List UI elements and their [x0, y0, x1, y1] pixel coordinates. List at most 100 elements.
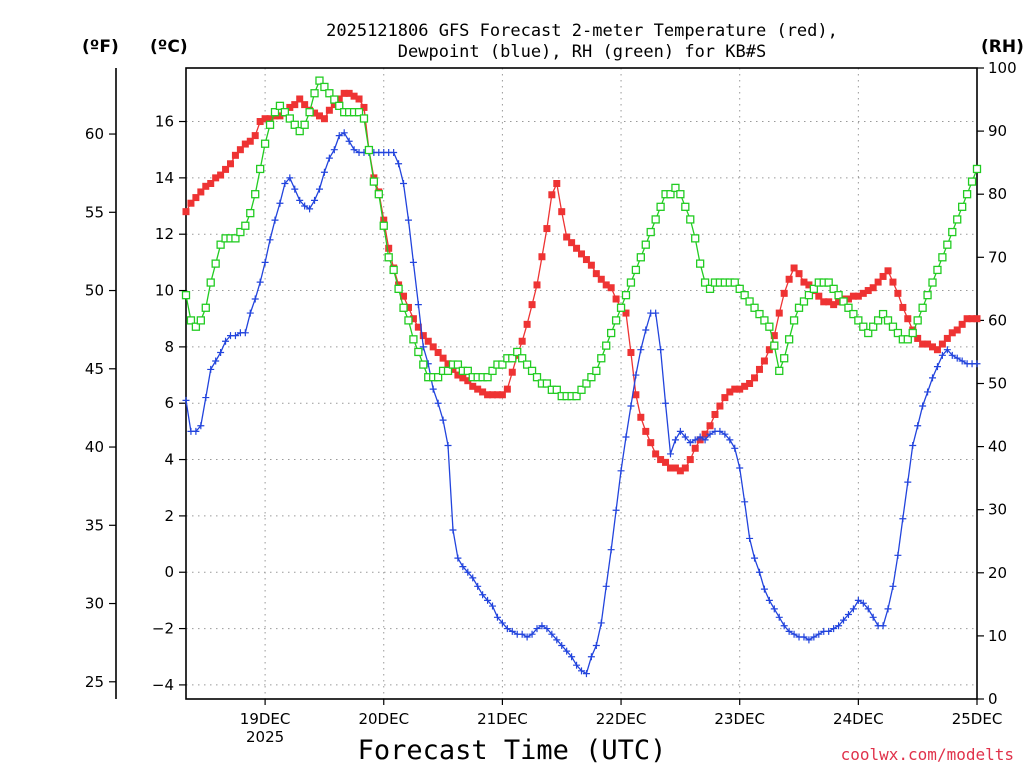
dewpoint-point	[251, 295, 259, 303]
rh-point	[824, 278, 833, 287]
dewpoint-point	[256, 278, 264, 286]
rh-point	[587, 373, 596, 382]
temperature-point	[301, 101, 309, 109]
chart-title-line-2: Dewpoint (blue), RH (green) for KB#S	[398, 42, 766, 62]
temperature-point	[597, 275, 605, 283]
temperature-point	[330, 101, 338, 109]
rh-tick-label: 10	[988, 627, 1007, 645]
temperature-point	[187, 199, 195, 207]
celsius-tick-label: 4	[164, 451, 174, 469]
temperature-point	[335, 95, 343, 103]
temperature-point	[207, 179, 215, 187]
rh-point	[275, 101, 285, 111]
dewpoint-point	[671, 436, 679, 444]
dewpoint-point	[706, 430, 714, 438]
celsius-tick-label: 10	[155, 282, 174, 300]
rh-point	[611, 316, 621, 325]
fahrenheit-tick-label: 55	[85, 203, 104, 221]
rh-point	[394, 284, 403, 294]
rh-point	[938, 253, 947, 262]
temperature-point	[904, 315, 912, 323]
temperature-point	[226, 160, 234, 168]
temperature-point	[573, 244, 581, 252]
dewpoint-point	[266, 236, 274, 244]
dewpoint-point	[449, 526, 457, 534]
dewpoint-point	[197, 422, 205, 430]
dewpoint-point	[325, 154, 333, 162]
temperature-point	[256, 118, 264, 126]
dewpoint-point	[400, 179, 408, 187]
temperature-point	[320, 115, 328, 123]
x-tick-label: 21DEC	[477, 710, 528, 728]
rh-tick-label: 80	[988, 185, 1007, 203]
fahrenheit-tick-label: 30	[85, 595, 104, 613]
rh-point	[270, 108, 280, 117]
rh-point	[508, 354, 517, 363]
rh-point	[597, 354, 606, 363]
dewpoint-point	[419, 343, 427, 351]
rh-point	[251, 190, 260, 199]
celsius-tick-label: 16	[155, 113, 174, 131]
temperature-point	[765, 346, 773, 354]
temperature-point	[938, 340, 946, 348]
plot-frame	[185, 67, 978, 700]
rh-point	[256, 164, 265, 174]
dewpoint-point	[276, 199, 284, 207]
rh-point	[315, 76, 324, 85]
dewpoint-point	[222, 337, 230, 345]
temperature-point	[212, 174, 220, 182]
temperature-point	[894, 289, 902, 297]
rh-point	[631, 265, 641, 275]
temperature-point	[746, 380, 754, 387]
temperature-point	[533, 281, 541, 289]
dewpoint-point	[582, 670, 590, 678]
rh-point	[646, 227, 655, 237]
dewpoint-point	[404, 216, 412, 224]
dewpoint-point	[192, 427, 200, 435]
rh-tick-label: 70	[988, 248, 1007, 266]
dewpoint-point	[543, 625, 551, 633]
temperature-point	[637, 413, 645, 421]
dewpoint-point	[607, 546, 615, 554]
rh-point	[745, 297, 754, 306]
dewpoint-point	[662, 399, 670, 407]
dewpoint-point	[350, 146, 358, 154]
x-tick-label: 19DEC	[240, 710, 291, 728]
dewpoint-point	[587, 653, 595, 661]
rh-point	[839, 297, 848, 306]
dewpoint-point	[933, 363, 941, 371]
dewpoint-point	[207, 365, 215, 373]
celsius-tick-label: 2	[164, 507, 174, 525]
rh-point	[186, 316, 196, 325]
dewpoint-point	[958, 357, 966, 365]
dewpoint-point	[929, 374, 937, 382]
temperature-point	[587, 261, 595, 269]
fahrenheit-tick-label: 50	[85, 282, 104, 300]
rh-point	[666, 190, 675, 199]
rh-point	[572, 391, 581, 401]
dewpoint-point	[691, 436, 699, 444]
temperature-point	[315, 112, 323, 120]
dewpoint-point	[434, 399, 442, 407]
rh-point	[676, 190, 685, 199]
temperature-line	[185, 92, 977, 472]
dewpoint-point	[212, 357, 220, 365]
rh-point	[592, 366, 601, 376]
dewpoint-point	[469, 574, 477, 582]
temperature-point	[484, 391, 492, 399]
dewpoint-point	[790, 630, 798, 638]
dewpoint-point	[919, 402, 927, 410]
temperature-point	[538, 253, 546, 261]
temperature-point	[296, 95, 304, 103]
dewpoint-point	[523, 633, 531, 641]
rh-point	[191, 322, 201, 331]
temperature-point	[919, 340, 927, 348]
dewpoint-point	[973, 360, 981, 368]
rh-point	[883, 316, 893, 325]
rh-point	[463, 366, 472, 376]
dewpoint-point	[780, 622, 788, 630]
rh-point	[354, 108, 364, 117]
temperature-point	[711, 410, 719, 418]
temperature-point	[498, 391, 506, 399]
rh-point	[948, 227, 957, 237]
